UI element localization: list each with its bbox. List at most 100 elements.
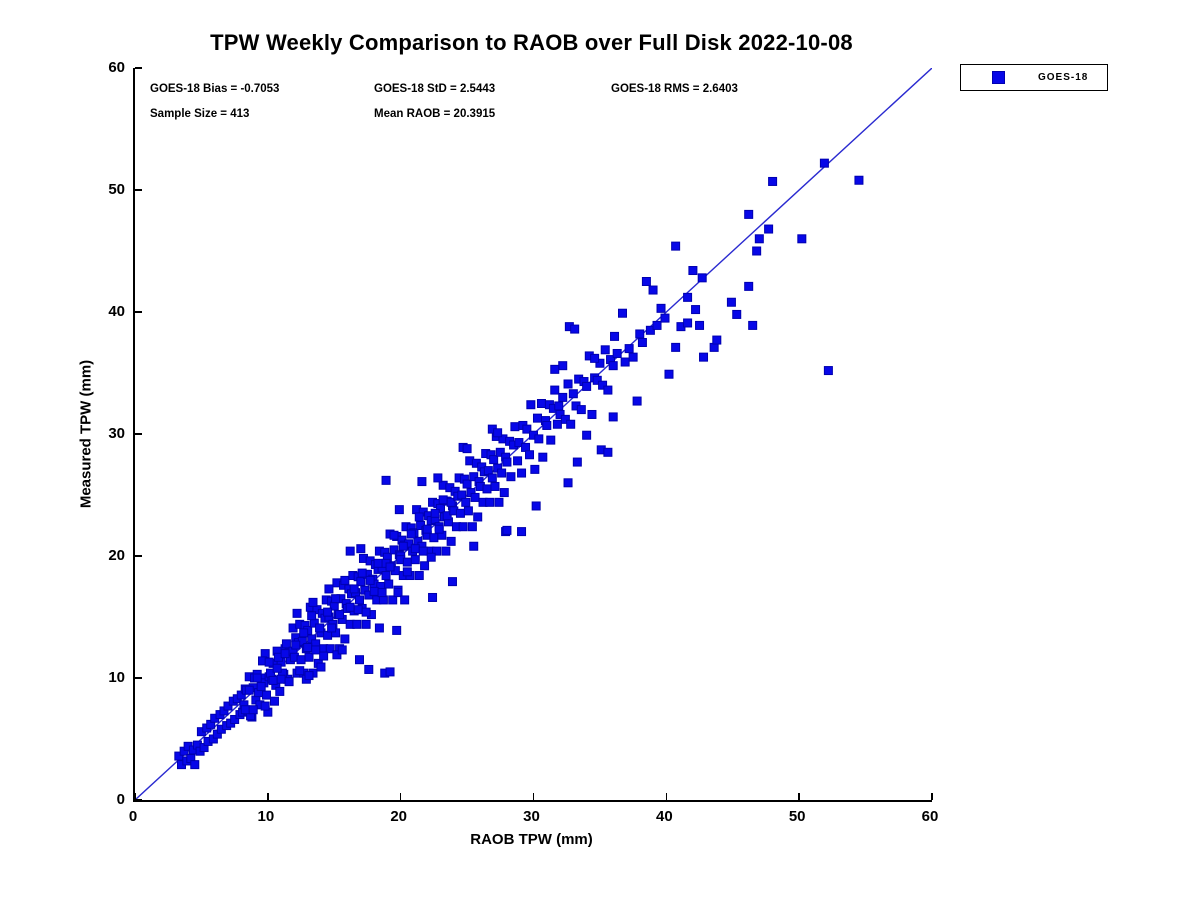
x-tick — [134, 793, 136, 800]
data-point — [417, 477, 427, 487]
data-point — [349, 584, 359, 594]
stat-bias: GOES-18 Bias = -0.7053 — [150, 83, 280, 95]
data-point — [823, 366, 833, 376]
y-tick-label: 0 — [116, 791, 125, 808]
y-tick-label: 50 — [108, 181, 125, 198]
data-point — [744, 209, 754, 219]
stat-sample-size: Sample Size = 413 — [150, 108, 250, 120]
data-point — [671, 342, 681, 352]
x-tick-label: 10 — [257, 808, 275, 825]
x-tick — [931, 793, 933, 800]
data-point — [546, 435, 556, 445]
data-point — [582, 381, 592, 391]
data-point — [315, 623, 325, 633]
data-point — [377, 588, 387, 598]
data-point — [441, 546, 451, 556]
data-point — [525, 450, 535, 460]
data-point — [494, 497, 504, 507]
data-point — [356, 577, 366, 587]
data-point — [446, 536, 456, 546]
data-point — [521, 442, 531, 452]
data-point — [190, 760, 200, 770]
data-point — [337, 645, 347, 655]
data-point — [381, 571, 391, 581]
data-point — [473, 512, 483, 522]
data-point — [699, 352, 709, 362]
data-point — [469, 541, 479, 551]
data-point — [332, 650, 342, 660]
data-point — [555, 409, 565, 419]
stat-mean-raob: Mean RAOB = 20.3915 — [374, 108, 496, 120]
data-point — [331, 594, 341, 604]
data-point — [462, 444, 472, 454]
data-point — [510, 422, 520, 432]
data-point — [563, 478, 573, 488]
data-point — [324, 584, 334, 594]
data-point — [576, 405, 586, 415]
data-point — [299, 628, 309, 638]
data-point — [691, 305, 701, 315]
data-point — [558, 361, 568, 371]
data-point — [550, 364, 560, 374]
data-point — [532, 413, 542, 423]
data-point — [272, 663, 282, 673]
data-point — [256, 682, 266, 692]
y-tick — [135, 189, 142, 191]
data-point — [752, 246, 762, 256]
data-point — [550, 385, 560, 395]
data-point — [400, 595, 410, 605]
data-point — [388, 595, 398, 605]
data-point — [325, 644, 335, 654]
data-point — [726, 297, 736, 307]
data-point — [420, 561, 430, 571]
data-point — [513, 456, 523, 466]
data-point — [356, 544, 366, 554]
data-point — [660, 313, 670, 323]
chart-title: TPW Weekly Comparison to RAOB over Full … — [210, 30, 853, 55]
data-point — [280, 649, 290, 659]
x-axis-label: RAOB TPW (mm) — [470, 831, 593, 848]
stat-rms: GOES-18 RMS = 2.6403 — [611, 83, 738, 95]
data-point — [365, 575, 375, 585]
x-tick — [532, 793, 535, 800]
data-point — [340, 575, 350, 585]
data-point — [499, 488, 509, 498]
data-point — [354, 595, 364, 605]
data-point — [369, 586, 379, 596]
data-point — [276, 674, 286, 684]
data-point — [223, 701, 233, 711]
data-point — [552, 419, 562, 429]
data-point — [572, 457, 582, 467]
data-point — [590, 353, 600, 363]
data-point — [291, 640, 301, 650]
data-point — [361, 607, 371, 617]
data-point — [628, 352, 638, 362]
data-point — [281, 639, 291, 649]
data-point — [389, 530, 399, 540]
data-point — [385, 667, 395, 677]
data-point — [582, 430, 592, 440]
data-point — [744, 281, 754, 291]
data-point — [608, 412, 618, 422]
data-point — [600, 345, 610, 355]
data-point — [308, 597, 318, 607]
data-point — [595, 358, 605, 368]
data-point — [296, 655, 306, 665]
data-point — [502, 457, 512, 467]
data-point — [345, 602, 355, 612]
y-tick-label: 20 — [108, 547, 125, 564]
data-point — [418, 546, 428, 556]
data-point — [683, 292, 693, 302]
data-point — [469, 472, 479, 482]
data-point — [457, 490, 467, 500]
x-tick-label: 60 — [921, 808, 939, 825]
data-point — [536, 399, 546, 408]
data-point — [603, 447, 613, 457]
x-tick — [665, 793, 668, 800]
data-point — [361, 619, 371, 629]
data-point — [275, 686, 285, 696]
data-point — [447, 577, 457, 587]
data-point — [345, 546, 355, 556]
data-point — [433, 473, 443, 483]
data-point — [385, 562, 395, 572]
